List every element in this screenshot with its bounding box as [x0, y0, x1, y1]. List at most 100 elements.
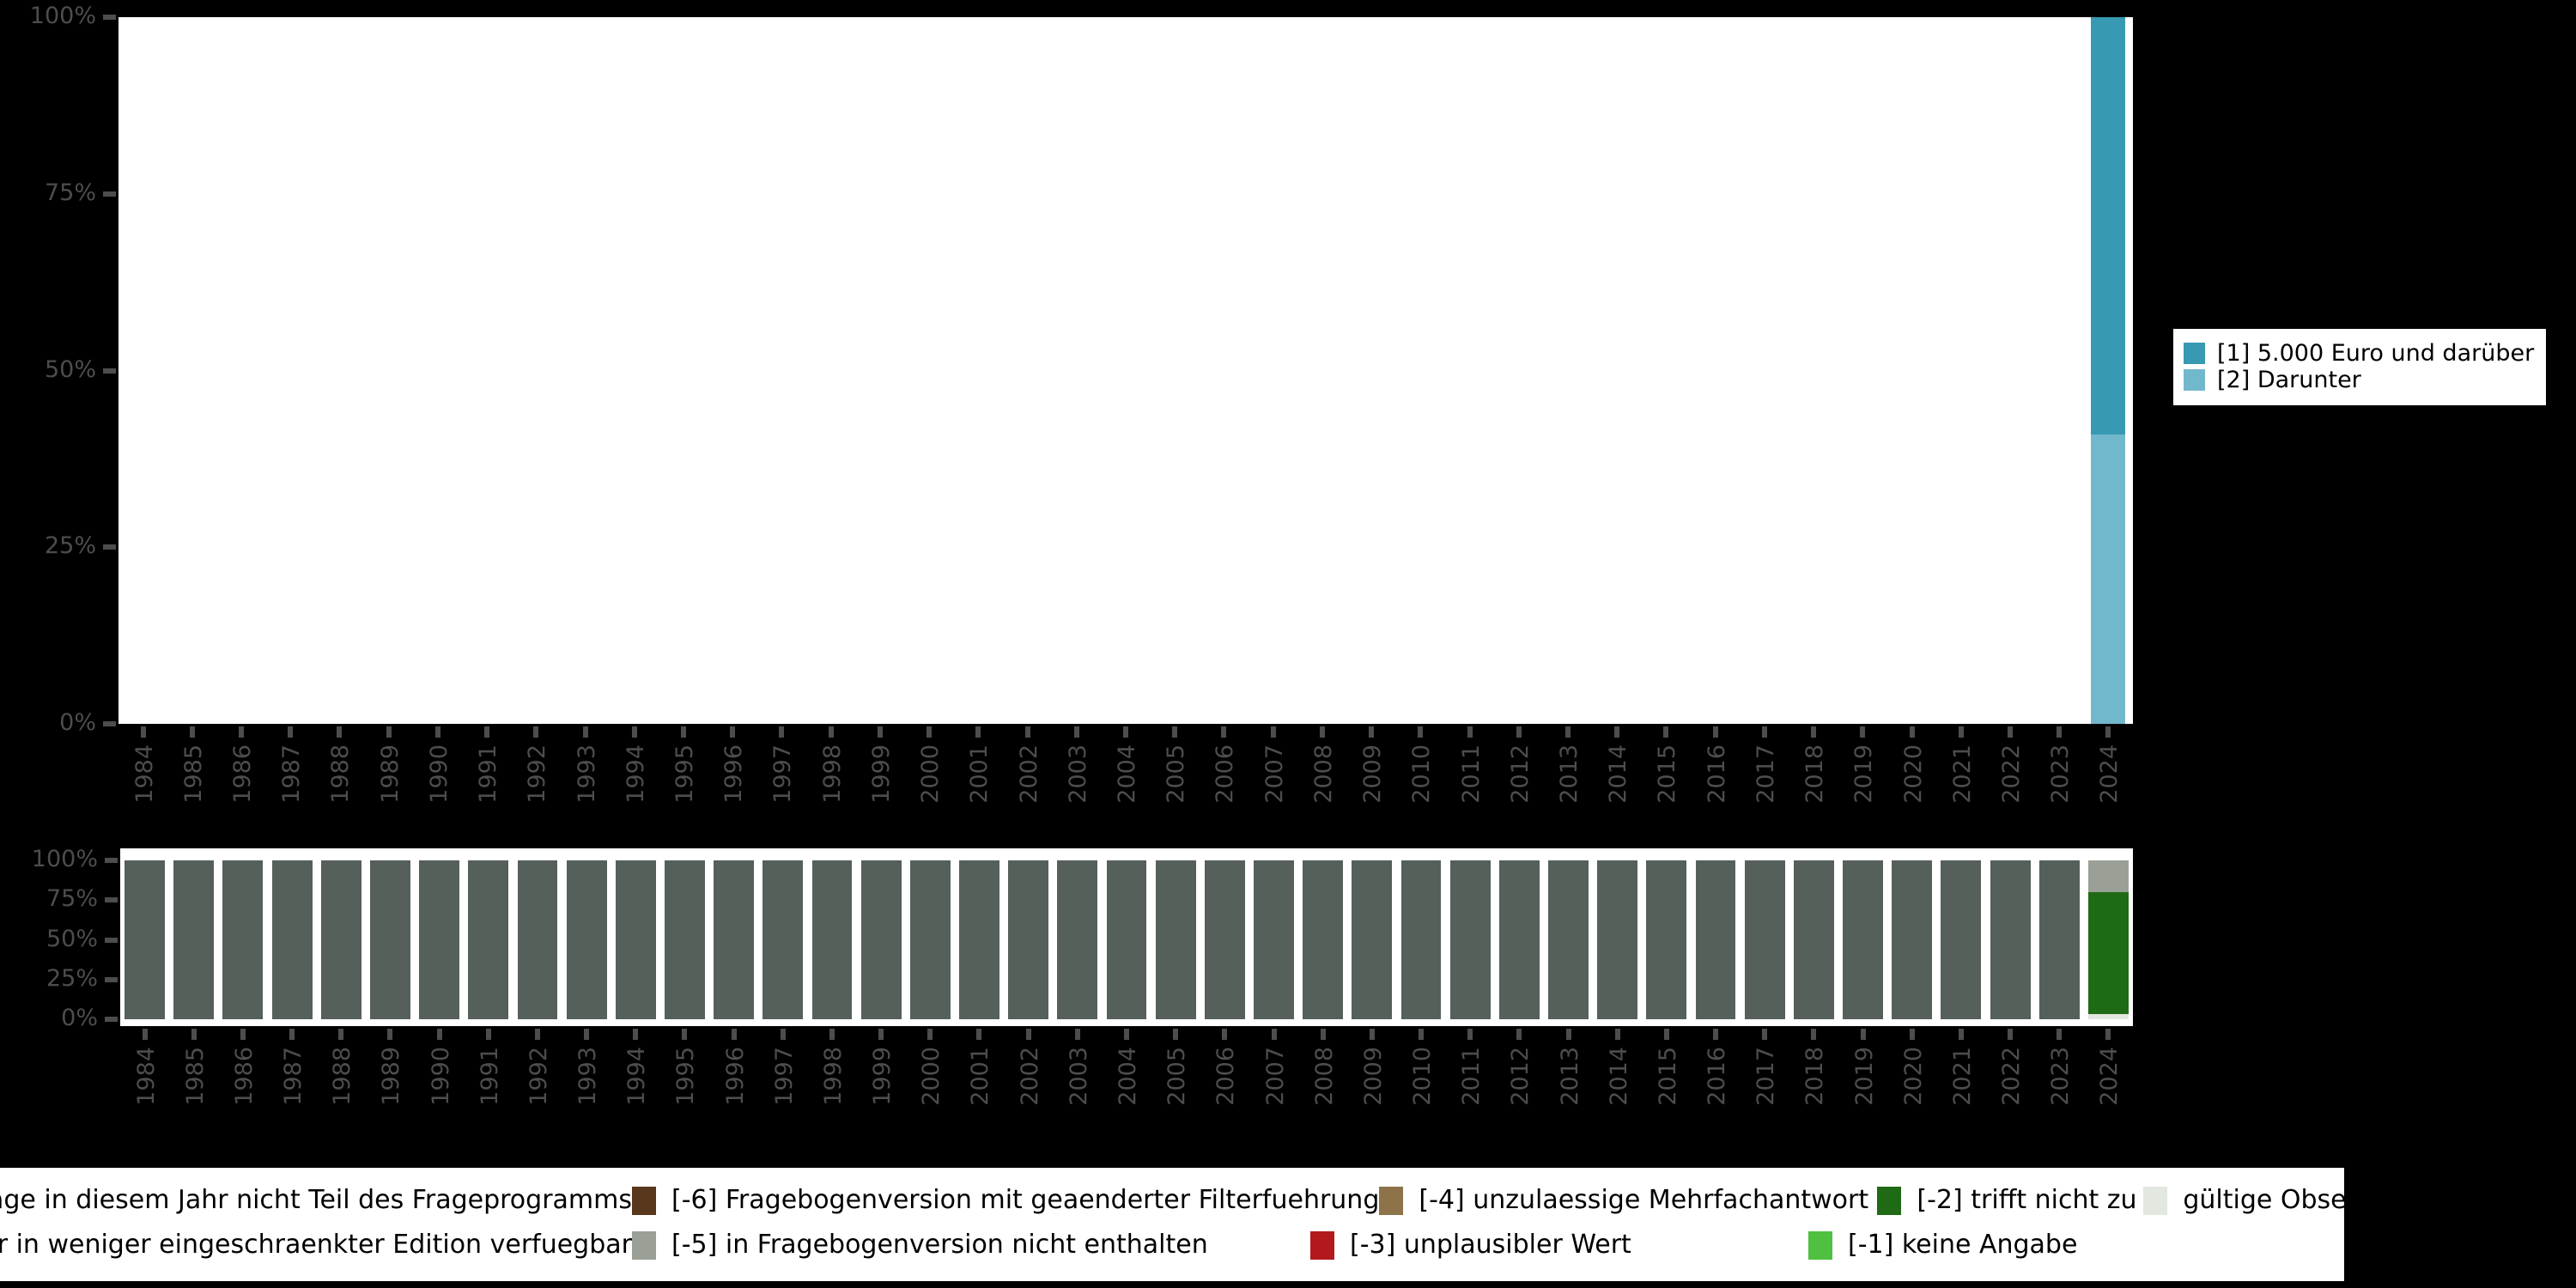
top-chart-x-tick-mark [1663, 726, 1669, 738]
bottom-chart-bar [1106, 860, 1147, 1019]
bottom-chart-bar [1695, 860, 1736, 1019]
bottom-chart-x-tick-mark [1467, 1029, 1473, 1040]
bottom-chart-bar-segment [1646, 860, 1687, 1019]
bottom-chart-x-tick-mark [829, 1029, 835, 1040]
bottom-chart-y-tick-label: 25% [46, 964, 98, 992]
top-chart-x-tick-label: 2004 [1114, 744, 1140, 804]
bottom-chart-y-tick-label: 100% [31, 846, 98, 872]
top-chart-x-tick-label: 2012 [1506, 744, 1534, 804]
top-chart-x-tick-label: 1995 [671, 744, 699, 804]
bottom-chart-x-tick-mark [1074, 1029, 1080, 1040]
bottom-chart-bar-segment [419, 860, 460, 1019]
top-chart-x-tick-label: 1988 [327, 744, 355, 804]
bottom-chart-x-tick-mark [1271, 1029, 1277, 1040]
legend-item-label: [-8] Frage in diesem Jahr nicht Teil des… [0, 1186, 632, 1215]
bottom-chart-bar [1204, 860, 1245, 1019]
top-chart-y-tick-label: 25% [44, 532, 96, 560]
top-chart-x-tick-label: 1990 [425, 744, 453, 804]
bottom-chart-x-tick-mark [1663, 1029, 1669, 1040]
top-chart-x-tick-mark [434, 726, 440, 738]
bottom-chart-x-tick-label: 2017 [1753, 1047, 1780, 1106]
bottom-chart-bar [1352, 860, 1393, 1019]
bottom-chart-bar-segment [1695, 860, 1736, 1019]
top-chart-x-tick-mark [1172, 726, 1178, 738]
legend-row: [-7] nur in weniger eingeschraenkter Edi… [0, 1224, 2344, 1266]
bottom-chart-bar-segment [1155, 860, 1196, 1019]
top-chart-x-tick-label: 1997 [769, 744, 797, 804]
bottom-chart-x-tick-label: 1993 [574, 1047, 602, 1106]
bottom-chart-bar-segment [1990, 860, 2031, 1019]
top-chart-x-tick-label: 1985 [179, 744, 207, 804]
bottom-chart-bar-segment [762, 860, 804, 1019]
legend-item-label: [-2] trifft nicht zu [1917, 1185, 2137, 1215]
bottom-chart-bar-segment [1597, 860, 1638, 1019]
top-chart-x-tick-label: 2006 [1212, 744, 1239, 804]
bottom-chart-bar-segment [1548, 860, 1589, 1019]
top-chart-x-tick-label: 2021 [1948, 744, 1976, 804]
legend-color-swatch [1877, 1186, 1902, 1215]
legend-column-5: gültige Observationen [2167, 1188, 2470, 1213]
bottom-chart-bar [2087, 860, 2129, 1019]
top-chart-y-tick-label: 75% [44, 179, 96, 206]
bottom-chart-x-tick-label: 2010 [1409, 1047, 1437, 1106]
legend-color-swatch [632, 1230, 656, 1260]
bottom-chart-bar [468, 860, 509, 1019]
top-chart-x-tick-mark [1958, 726, 1964, 738]
top-chart-x-tick-label: 2022 [1997, 744, 2025, 804]
top-chart-x-tick-mark [140, 726, 146, 738]
bottom-chart-y-tick-mark [105, 937, 118, 943]
bottom-chart-x-tick-mark [927, 1029, 933, 1040]
bottom-chart-bar-segment [615, 860, 656, 1019]
top-chart-x-tick-mark [779, 726, 785, 738]
bottom-chart-bar [369, 860, 410, 1019]
bottom-chart-bar-segment [173, 860, 215, 1019]
top-chart-x-tick-mark [288, 726, 294, 738]
bottom-chart-x-tick-label: 2001 [967, 1047, 994, 1106]
top-chart-x-tick-label: 2016 [1703, 744, 1730, 804]
missing-values-legend: [-8] Frage in diesem Jahr nicht Teil des… [0, 1168, 2470, 1281]
bottom-chart-bar [271, 860, 313, 1019]
top-chart-x-tick-mark [1516, 726, 1522, 738]
top-chart-x-tick-label: 2008 [1309, 744, 1337, 804]
bottom-chart-bar-segment [125, 860, 166, 1019]
bottom-chart-x-tick-mark [240, 1029, 246, 1040]
bottom-chart-x-tick-label: 2024 [2096, 1047, 2123, 1106]
bottom-chart-bar [1498, 860, 1540, 1019]
top-chart-x-tick-mark [1024, 726, 1030, 738]
top-chart-x-tick-label: 2003 [1064, 744, 1091, 804]
legend-item-label: gültige Observationen [2183, 1185, 2470, 1215]
legend-column-4: [-1] keine Angabe [1832, 1231, 2101, 1260]
bottom-chart-x-tick-mark [142, 1029, 148, 1040]
bottom-chart-x-tick-label: 2015 [1654, 1047, 1681, 1106]
bottom-chart-bar-segment [665, 860, 705, 1019]
legend-column-2: [-6] Fragebogenversion mit geaenderter F… [656, 1186, 1404, 1215]
top-chart-x-tick-mark [681, 726, 687, 738]
bottom-chart-bar [125, 860, 166, 1019]
top-chart-x-tick-label: 2014 [1605, 744, 1632, 804]
top-chart-x-tick-label: 1986 [229, 744, 257, 804]
bottom-chart-x-tick-mark [436, 1029, 442, 1040]
bottom-chart-x-tick-mark [1909, 1029, 1915, 1040]
top-chart-bar-segment [2091, 434, 2126, 724]
bottom-chart-bar-segment [2087, 860, 2129, 892]
top-chart-x-tick-mark [1712, 726, 1718, 738]
bottom-chart-x-tick-label: 2009 [1359, 1047, 1387, 1106]
bottom-chart-x-tick-mark [338, 1029, 344, 1040]
top-chart-x-tick-mark [1860, 726, 1866, 738]
bottom-chart-x-tick-label: 2002 [1016, 1047, 1043, 1106]
legend-item-label: [-4] unzulaessige Mehrfachantwort [1419, 1185, 1869, 1215]
legend-color-swatch [1808, 1230, 1832, 1260]
bottom-chart-y-tick-label: 75% [46, 885, 98, 913]
bottom-chart-x-tick-label: 1987 [280, 1047, 307, 1106]
legend-column-3: [-3] unplausibler Wert [1334, 1230, 1832, 1260]
bottom-chart-x-tick-label: 1985 [181, 1047, 209, 1106]
bottom-chart-x-tick-mark [1419, 1029, 1425, 1040]
top-chart-plot-area [118, 17, 2133, 724]
top-chart-y-tick-label: 100% [29, 3, 96, 29]
bottom-chart-x-tick-label: 2016 [1704, 1047, 1731, 1106]
bottom-chart-x-tick-label: 2006 [1212, 1047, 1240, 1106]
bottom-chart-bar [419, 860, 460, 1019]
top-chart-legend-item: [2] Darunter [2184, 367, 2534, 393]
top-chart-y-tick-mark [103, 721, 116, 726]
top-chart-x-tick-label: 2023 [2047, 744, 2075, 804]
